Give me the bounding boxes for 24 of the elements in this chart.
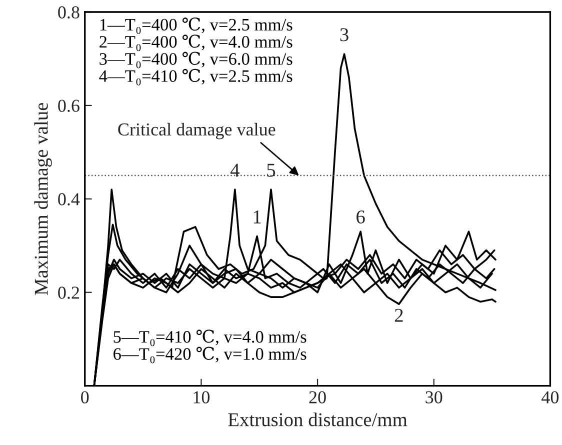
- annotation: 6: [356, 210, 365, 224]
- annotation: 2—T₀=400 ℃, v=4.0 mm/s: [100, 34, 292, 52]
- x-tick-label: 40: [542, 391, 559, 404]
- annotation: 3: [340, 28, 348, 42]
- x-tick-label: 30: [426, 391, 442, 404]
- y-tick-label: 0.2: [58, 286, 80, 299]
- annotation: 1—T₀=400 ℃, v=2.5 mm/s: [100, 18, 292, 34]
- annotation: 4: [230, 164, 240, 177]
- annotation: 5: [267, 164, 276, 177]
- x-axis-title: Extrusion distance/mm: [228, 412, 408, 426]
- annotation: 1: [254, 210, 261, 224]
- y-tick-label: 0.8: [58, 6, 80, 19]
- annotation: 4—T₀=410 ℃, v=2.5 mm/s: [99, 68, 292, 86]
- y-tick-label: 0.6: [58, 100, 80, 112]
- y-tick-label: 0.4: [58, 193, 80, 206]
- annotation: 5—T₀=410 ℃, v=4.0 mm/s: [114, 330, 306, 346]
- ref-line-label: Critical damage value: [118, 122, 276, 140]
- x-tick-label: 20: [309, 391, 326, 404]
- x-tick-label: 10: [194, 391, 210, 404]
- x-tick-label: 0: [81, 391, 89, 404]
- annotation: 2: [394, 308, 403, 322]
- annotation: 3—T₀=400 ℃, v=6.0 mm/s: [100, 52, 292, 68]
- y-axis-title: Maximum damage value: [34, 102, 52, 296]
- annotation: 6—T₀=420 ℃, v=1.0 mm/s: [114, 346, 306, 364]
